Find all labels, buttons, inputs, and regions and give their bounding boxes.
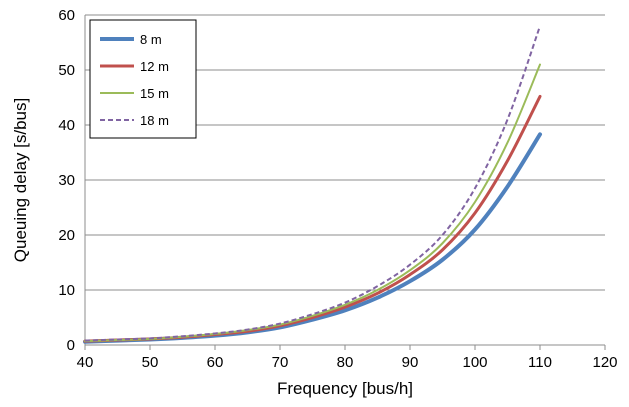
series-line-18m [84, 25, 541, 342]
axes [84, 15, 606, 350]
y-tick-label: 20 [58, 227, 75, 244]
legend-label: 18 m [140, 113, 169, 128]
y-tick-label: 10 [58, 282, 75, 299]
x-tick-label: 60 [207, 354, 224, 371]
x-tick-label: 50 [142, 354, 159, 371]
legend-label: 8 m [140, 32, 162, 47]
y-tick-label: 60 [58, 7, 75, 24]
x-tick-label: 100 [462, 354, 487, 371]
legend: 8 m 12 m 15 m 18 m [89, 19, 197, 139]
x-axis-title: Frequency [bus/h] [277, 379, 413, 398]
x-tick-labels: 40 50 60 70 80 90 100 110 120 [77, 354, 618, 371]
legend-label: 12 m [140, 59, 169, 74]
x-tick-label: 70 [272, 354, 289, 371]
y-tick-label: 0 [67, 337, 75, 354]
x-tick-label: 80 [337, 354, 354, 371]
x-tick-label: 40 [77, 354, 94, 371]
legend-label: 15 m [140, 86, 169, 101]
y-tick-labels: 0 10 20 30 40 50 60 [58, 7, 75, 354]
series-lines [83, 25, 542, 344]
x-tick-label: 120 [592, 354, 617, 371]
y-tick-label: 30 [58, 172, 75, 189]
y-tick-label: 40 [58, 117, 75, 134]
series-line-8m [83, 132, 542, 344]
y-tick-label: 50 [58, 62, 75, 79]
y-axis-title: Queuing delay [s/bus] [11, 98, 30, 262]
x-tick-label: 110 [528, 354, 552, 371]
x-tick-label: 90 [402, 354, 419, 371]
